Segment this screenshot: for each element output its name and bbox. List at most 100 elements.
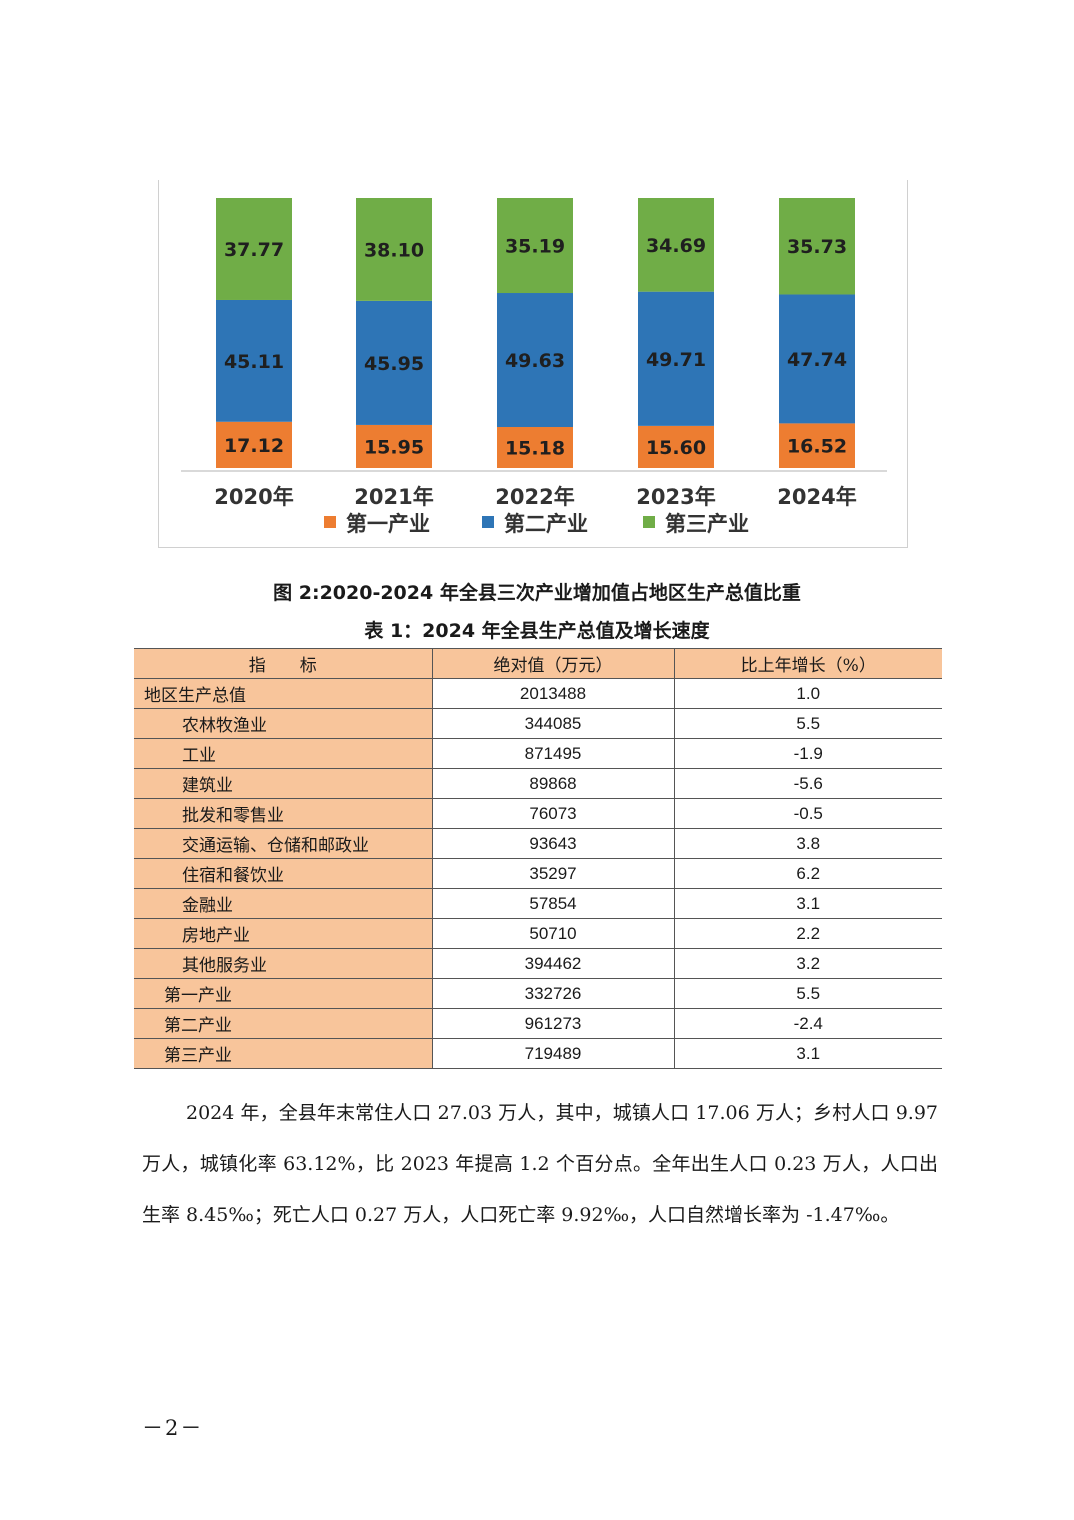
row-growth-rate: 3.1 — [673, 1038, 942, 1069]
legend-swatch — [324, 516, 336, 528]
bar-segment — [497, 198, 573, 294]
row-growth-rate: -0.5 — [673, 798, 942, 829]
bar-value-label: 45.11 — [224, 351, 284, 373]
row-absolute-value: 871495 — [431, 738, 674, 769]
row-growth-rate: 3.8 — [673, 828, 942, 859]
bar-value-label: 35.73 — [787, 236, 847, 258]
bar-segment — [638, 291, 714, 426]
table-row: 第三产业 719489 3.1 — [134, 1038, 942, 1069]
legend-label: 第二产业 — [504, 512, 588, 536]
row-growth-rate: 2.2 — [673, 918, 942, 949]
bar-segment — [638, 425, 714, 468]
table-body: 地区生产总值 2013488 1.0 农林牧渔业 344085 5.5 工业 871495 -1… — [134, 678, 942, 1069]
bar-segment — [638, 198, 714, 292]
bar-segment — [216, 299, 292, 422]
bar-segment — [356, 424, 432, 468]
table-row: 住宿和餐饮业 35297 6.2 — [134, 858, 942, 889]
gdp-table: 指 标 绝对值（万元） 比上年增长（%） 地区生产总值 2013488 1.0 农林牧… — [134, 648, 942, 1069]
bar-segment — [497, 427, 573, 468]
row-indicator-name: 地区生产总值 — [134, 678, 432, 709]
table-row: 交通运输、仓储和邮政业 93643 3.8 — [134, 828, 942, 859]
row-absolute-value: 344085 — [431, 708, 674, 739]
figure-caption: 图 2:2020-2024 年全县三次产业增加值占地区生产总值比重 — [273, 582, 801, 604]
bar-value-label: 15.18 — [505, 438, 565, 460]
bar-segment — [779, 423, 855, 468]
bar-value-label: 34.69 — [646, 235, 706, 257]
row-absolute-value: 76073 — [431, 798, 674, 829]
bar-value-label: 37.77 — [224, 239, 284, 261]
table-row: 工业 871495 -1.9 — [134, 738, 942, 769]
bar-segment — [356, 300, 432, 425]
row-growth-rate: 3.1 — [673, 888, 942, 919]
row-indicator-name: 建筑业 — [134, 768, 432, 799]
bar-value-label: 45.95 — [364, 353, 424, 375]
row-growth-rate: 5.5 — [673, 978, 942, 1009]
chart-canvas: 17.12 45.11 37.77 2020年 15.95 45.95 38.10 2021年… — [181, 198, 887, 536]
table-row: 建筑业 89868 -5.6 — [134, 768, 942, 799]
bar-value-label: 35.19 — [505, 236, 565, 258]
bar-value-label: 15.60 — [646, 437, 706, 459]
bar-value-label: 49.71 — [646, 349, 706, 371]
bar-segment — [356, 198, 432, 301]
bar-value-label: 16.52 — [787, 436, 847, 458]
row-growth-rate: 1.0 — [673, 678, 942, 709]
x-axis-category-label: 2021年 — [354, 485, 433, 509]
table-row: 金融业 57854 3.1 — [134, 888, 942, 919]
row-growth-rate: -2.4 — [673, 1008, 942, 1039]
table-row: 第二产业 961273 -2.4 — [134, 1008, 942, 1039]
row-growth-rate: -1.9 — [673, 738, 942, 769]
legend-label: 第一产业 — [346, 512, 430, 536]
table-row: 地区生产总值 2013488 1.0 — [134, 678, 942, 709]
bar-segment — [497, 293, 573, 428]
row-indicator-name: 第三产业 — [134, 1038, 432, 1069]
row-absolute-value: 50710 — [431, 918, 674, 949]
legend-swatch — [643, 516, 655, 528]
bar-value-label: 47.74 — [787, 349, 847, 371]
row-indicator-name: 其他服务业 — [134, 948, 432, 979]
header-indicator: 指 标 — [134, 648, 432, 679]
table-row: 房地产业 50710 2.2 — [134, 918, 942, 949]
bar-segment — [779, 198, 855, 295]
stacked-bar-chart: 17.12 45.11 37.77 2020年 15.95 45.95 38.10 2021年… — [158, 180, 908, 548]
paragraph-text: 2024 年，全县年末常住人口 27.03 万人，其中，城镇人口 17.06 万… — [142, 1102, 938, 1226]
bar-segment — [779, 294, 855, 424]
x-axis-category-label: 2024年 — [777, 485, 856, 509]
row-indicator-name: 第一产业 — [134, 978, 432, 1009]
row-absolute-value: 2013488 — [431, 678, 674, 709]
table-row: 第一产业 332726 5.5 — [134, 978, 942, 1009]
bar-segment — [216, 421, 292, 468]
table-row: 批发和零售业 76073 -0.5 — [134, 798, 942, 829]
bar-value-label: 38.10 — [364, 239, 424, 261]
bar-segment — [216, 198, 292, 300]
row-indicator-name: 住宿和餐饮业 — [134, 858, 432, 889]
bar-value-label: 17.12 — [224, 435, 284, 457]
row-absolute-value: 57854 — [431, 888, 674, 919]
row-indicator-name: 批发和零售业 — [134, 798, 432, 829]
x-axis-category-label: 2020年 — [214, 485, 293, 509]
row-growth-rate: -5.6 — [673, 768, 942, 799]
row-absolute-value: 93643 — [431, 828, 674, 859]
header-absolute-value: 绝对值（万元） — [431, 648, 674, 679]
x-axis-category-label: 2022年 — [495, 485, 574, 509]
bar-value-label: 15.95 — [364, 436, 424, 458]
table-header-row: 指 标 绝对值（万元） 比上年增长（%） — [134, 648, 942, 679]
x-axis-category-label: 2023年 — [636, 485, 715, 509]
row-indicator-name: 交通运输、仓储和邮政业 — [134, 828, 432, 859]
bar-value-label: 49.63 — [505, 350, 565, 372]
table-row: 其他服务业 394462 3.2 — [134, 948, 942, 979]
table-row: 农林牧渔业 344085 5.5 — [134, 708, 942, 739]
row-indicator-name: 金融业 — [134, 888, 432, 919]
legend-swatch — [482, 516, 494, 528]
row-indicator-name: 农林牧渔业 — [134, 708, 432, 739]
row-indicator-name: 工业 — [134, 738, 432, 769]
row-absolute-value: 89868 — [431, 768, 674, 799]
row-absolute-value: 961273 — [431, 1008, 674, 1039]
row-growth-rate: 5.5 — [673, 708, 942, 739]
row-absolute-value: 719489 — [431, 1038, 674, 1069]
row-indicator-name: 房地产业 — [134, 918, 432, 949]
row-absolute-value: 394462 — [431, 948, 674, 979]
page-number: －2－ — [142, 1416, 204, 1440]
row-growth-rate: 6.2 — [673, 858, 942, 889]
row-absolute-value: 35297 — [431, 858, 674, 889]
row-growth-rate: 3.2 — [673, 948, 942, 979]
